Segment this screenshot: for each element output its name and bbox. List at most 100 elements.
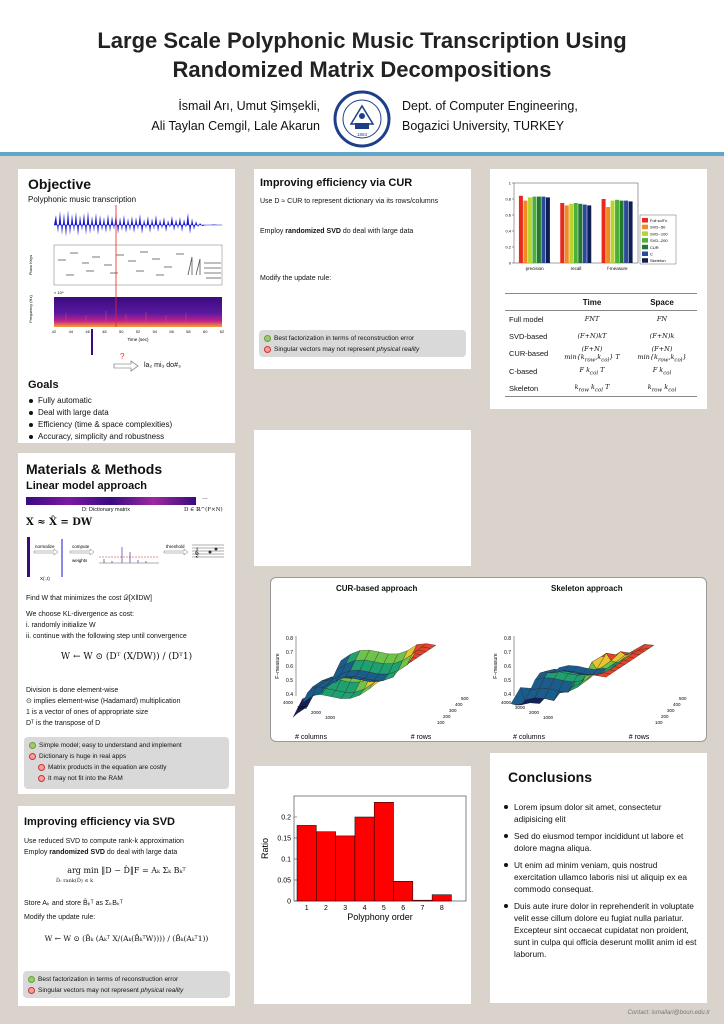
z-tick-label: 0.5 <box>504 678 511 684</box>
time-tick: 56 <box>169 329 174 334</box>
legend-swatch <box>642 218 648 223</box>
dictionary-dimension: D ∈ ℝ^(F×N) <box>184 507 223 513</box>
x-tick-label: 1000 <box>325 715 336 720</box>
x-axis-label: # columns <box>513 734 545 741</box>
results-panel: 0 0.2 0.4 0.6 0.8 1 precision recall f-measure Fu… <box>490 169 707 409</box>
bar <box>393 881 414 902</box>
warning-icon <box>29 753 36 760</box>
y-tick-label: 0.15 <box>277 836 291 843</box>
time-tick: 62 <box>220 329 225 334</box>
legend-label: C <box>650 252 653 257</box>
svd-heading: Improving efficiency via SVD <box>24 816 175 828</box>
bar <box>532 196 537 263</box>
y-tick-label: 0 <box>287 899 291 906</box>
bar <box>316 831 336 902</box>
bar <box>560 203 565 263</box>
bar <box>412 899 433 902</box>
svg-text:threshold: threshold <box>166 544 185 549</box>
table-cell: (F+N) min{krow,kcol} <box>637 344 687 363</box>
time-tick: 54 <box>153 329 158 334</box>
z-tick-label: 0.7 <box>504 650 511 656</box>
cur-surface-plot: 0.8 0.7 0.6 0.5 0.4 F−measure 4000300020001000… <box>275 636 469 741</box>
category-label: 7 <box>421 905 425 912</box>
transpose-note: Dᵀ is the transpose of D <box>26 720 101 727</box>
table-cell: (F+N)kT <box>577 332 607 340</box>
notes-text: la₂ mi₃ do#₃ <box>144 362 181 369</box>
authors-line-1: İsmail Arı, Umut Şimşekli, <box>178 99 320 113</box>
table-cell: (F+N) min{krow,kcol} T <box>564 344 620 363</box>
piano-keys-label: Piano Keys <box>28 255 33 275</box>
x-tick-label: 4000 <box>283 700 294 705</box>
title-line-2: Randomized Matrix Decompositions <box>172 57 552 82</box>
methods-pro: Simple model; easy to understand and imp… <box>29 742 182 749</box>
y-tick-label: 1 <box>509 181 512 186</box>
y-tick-label: 0.05 <box>277 878 291 885</box>
y-tick-label: 200 <box>443 714 451 719</box>
conclusions-heading: Conclusions <box>508 769 593 785</box>
dictionary-matrix-image <box>26 497 196 505</box>
authors-line-2: Ali Taylan Cemgil, Lale Akarun <box>151 119 320 133</box>
conclusions-panel: Conclusions Lorem ipsum dolor sit amet, … <box>490 753 707 1003</box>
dots: ... <box>202 494 208 501</box>
surface-patch <box>421 643 437 649</box>
warning-icon <box>264 346 271 353</box>
warning-icon <box>38 764 45 771</box>
bar <box>335 835 356 902</box>
methods-heading: Materials & Methods <box>26 461 163 477</box>
polyphony-bar-chart: 0 0.05 0.1 0.15 0.2 1 2 3 4 5 6 7 8 Polyphony order Ra… <box>260 795 467 922</box>
x-tick-label: 3000 <box>515 705 526 710</box>
table-cell: FN <box>656 315 668 324</box>
bar <box>615 199 620 263</box>
skeleton-surface-plot: 0.8 0.7 0.6 0.5 0.4 F−measure 4000300020001000… <box>493 636 687 741</box>
bar <box>573 203 578 263</box>
question-mark: ? <box>120 352 125 361</box>
skeleton-surface-title: Skeleton approach <box>551 584 623 593</box>
objective-heading: Objective <box>28 176 92 192</box>
z-axis-label: F−measure <box>493 653 499 679</box>
goal-item: Fully automatic <box>28 395 172 407</box>
y-tick-label: 300 <box>449 708 457 713</box>
legend-label: SVD--50 <box>650 225 666 230</box>
category-label: precision <box>526 266 545 271</box>
time-tick: 46 <box>85 329 90 334</box>
y-tick-label: 0.6 <box>505 213 511 218</box>
table-header-cell: Space <box>627 293 697 311</box>
affil-line-2: Bogazici University, TURKEY <box>402 119 565 133</box>
division-note: Division is done element-wise <box>26 687 119 694</box>
header-stripe <box>0 152 724 156</box>
svg-text:1863: 1863 <box>357 132 368 137</box>
freq-scale: × 10⁴ <box>54 290 64 295</box>
bar <box>523 200 528 263</box>
bar <box>564 205 569 263</box>
contact-footer[interactable]: Contact: ismailari@boun.edu.tr <box>627 1010 710 1016</box>
affil-line-1: Dept. of Computer Engineering, <box>402 99 578 113</box>
z-tick-label: 0.8 <box>286 636 293 642</box>
bar <box>527 197 532 263</box>
table-cell: krow kcol T <box>557 379 627 398</box>
x-axis-label: Polyphony order <box>347 912 413 922</box>
complexity-table: Time Space Full model FNT FN SVD-based (F+N)kT… <box>505 293 697 398</box>
legend-label: CUR <box>650 245 659 250</box>
affiliation: Dept. of Computer Engineering, Bogazici … <box>402 96 578 136</box>
methods-panel: Materials & Methods Linear model approac… <box>18 453 235 794</box>
y-tick-label: 200 <box>661 714 669 719</box>
bar <box>606 207 611 263</box>
y-tick-label: 100 <box>437 720 445 725</box>
complexity-table-wrap: Time Space Full model FNT FN SVD-based (F+N)kT… <box>505 293 697 398</box>
y-tick-label: 100 <box>655 720 663 725</box>
authors: İsmail Arı, Umut Şimşekli, Ali Taylan Ce… <box>140 96 320 136</box>
table-cell: Skeleton <box>505 379 557 398</box>
x-tick-label: 3000 <box>297 705 308 710</box>
spectrogram <box>54 297 222 327</box>
goal-item: Efficiency (time & space complexities) <box>28 419 172 431</box>
z-tick-label: 0.4 <box>286 692 293 698</box>
svd-line-2: Employ randomized SVD do deal with large… <box>24 849 178 856</box>
time-tick: 60 <box>203 329 208 334</box>
bar <box>624 200 629 263</box>
x-tick-label: 4000 <box>501 700 512 705</box>
legend-swatch <box>642 231 648 236</box>
z-tick-label: 0.8 <box>504 636 511 642</box>
ones-note: 1 is a vector of ones of appropriate siz… <box>26 709 149 716</box>
y-axis-label: Ratio <box>260 838 270 859</box>
svd-con: Singular vectors may not represent physi… <box>28 987 183 994</box>
